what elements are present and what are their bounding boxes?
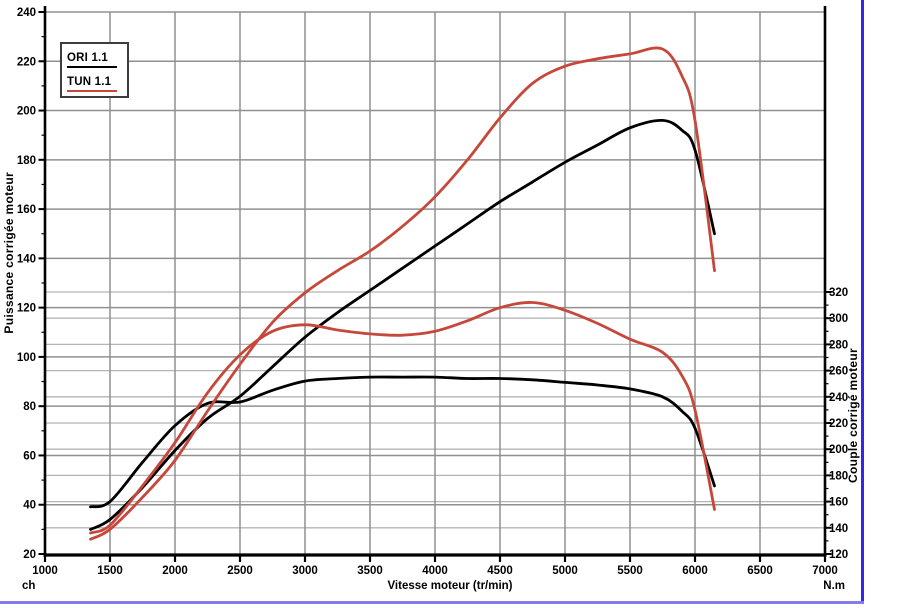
legend-item-ori: ORI 1.1 <box>67 48 124 68</box>
x-axis-title: Vitesse moteur (tr/min) <box>387 580 513 592</box>
right-axis-title: Couple corrigé moteur <box>846 348 860 483</box>
left-tick-label: 200 <box>17 106 36 118</box>
x-tick-label: 4000 <box>422 565 448 577</box>
left-axis-unit-label: ch <box>22 580 36 592</box>
page-border-right <box>861 0 864 603</box>
left-tick-label: 60 <box>23 450 36 462</box>
right-tick-label: 180 <box>829 470 848 482</box>
x-tick-label: 6500 <box>747 565 773 577</box>
left-tick-label: 220 <box>17 56 36 68</box>
right-tick-label: 220 <box>829 418 848 430</box>
curve-ori-power <box>89 118 716 531</box>
right-tick-label: 280 <box>829 339 848 351</box>
x-tick-label: 4500 <box>487 565 513 577</box>
right-tick-label: 320 <box>829 287 848 299</box>
x-tick-label: 7000 <box>812 565 838 577</box>
right-tick-label: 120 <box>829 549 848 561</box>
x-tick-label: 3000 <box>292 565 318 577</box>
legend-item-tun: TUN 1.1 <box>67 72 124 92</box>
x-tick-label: 1000 <box>32 565 58 577</box>
legend-label-tun: TUN 1.1 <box>67 76 117 92</box>
left-tick-label: 240 <box>17 7 36 19</box>
left-tick-label: 120 <box>17 303 36 315</box>
right-axis-unit-label: N.m <box>823 580 845 592</box>
x-tick-label: 3500 <box>357 565 383 577</box>
x-tick-label: 5500 <box>617 565 643 577</box>
right-tick-label: 200 <box>829 444 848 456</box>
left-tick-label: 180 <box>17 155 36 167</box>
left-tick-label: 100 <box>17 352 36 364</box>
right-tick-label: 240 <box>829 392 848 404</box>
left-tick-label: 20 <box>23 549 36 561</box>
x-tick-label: 2500 <box>227 565 253 577</box>
x-tick-label: 5000 <box>552 565 578 577</box>
left-tick-label: 140 <box>17 253 36 265</box>
right-tick-label: 300 <box>829 313 848 325</box>
x-tick-label: 6000 <box>682 565 708 577</box>
legend: ORI 1.1 TUN 1.1 <box>60 42 129 98</box>
right-tick-label: 260 <box>829 366 848 378</box>
curve-ori-torque <box>89 375 716 509</box>
x-tick-label: 1500 <box>97 565 123 577</box>
left-tick-label: 160 <box>17 204 36 216</box>
left-tick-label: 80 <box>23 401 36 413</box>
page-border-bottom <box>0 601 864 604</box>
left-tick-label: 40 <box>23 500 36 512</box>
right-tick-label: 140 <box>829 523 848 535</box>
x-tick-label: 2000 <box>162 565 188 577</box>
right-tick-label: 160 <box>829 497 848 509</box>
legend-label-ori: ORI 1.1 <box>67 52 117 68</box>
curve-tun-torque <box>89 301 716 535</box>
left-axis-title: Puissance corrigée moteur <box>2 172 16 334</box>
curve-tun-power <box>89 46 716 541</box>
